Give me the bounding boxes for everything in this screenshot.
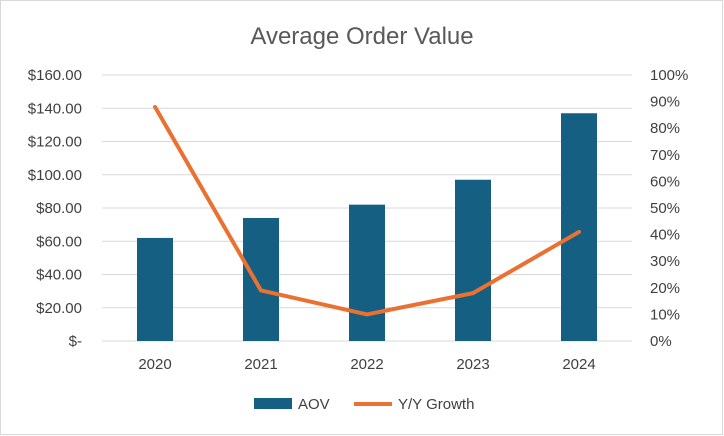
legend-label-growth: Y/Y Growth	[398, 396, 474, 413]
x-axis-ticks: 2020 2021 2022 2023 2024	[138, 356, 595, 373]
bar-aov	[561, 113, 597, 341]
bar-aov	[243, 217, 279, 341]
right-tick-label: 80%	[650, 120, 680, 137]
left-tick-label: $120.00	[28, 134, 82, 151]
gridlines	[102, 74, 632, 342]
x-tick-label: 2020	[138, 356, 171, 373]
right-tick-label: 20%	[650, 280, 680, 297]
right-tick-label: 60%	[650, 173, 680, 190]
growth-line	[153, 104, 581, 317]
right-tick-label: 50%	[650, 200, 680, 217]
right-tick-label: 0%	[650, 333, 672, 350]
left-tick-label: $140.00	[28, 100, 82, 117]
legend: AOV Y/Y Growth	[254, 396, 474, 413]
right-tick-label: 70%	[650, 147, 680, 164]
left-tick-label: $20.00	[36, 300, 82, 317]
right-tick-label: 30%	[650, 253, 680, 270]
chart-title: Average Order Value	[250, 23, 473, 50]
x-tick-label: 2022	[350, 356, 383, 373]
bar-aov	[349, 204, 385, 341]
left-tick-label: $40.00	[36, 267, 82, 284]
left-axis-ticks: $- $20.00 $40.00 $60.00 $80.00 $100.00 $120.00…	[28, 67, 82, 350]
right-axis-ticks: 0% 10% 20% 30% 40% 50% 60% 70% 80% 90% 100%	[650, 67, 688, 350]
left-tick-label: $100.00	[28, 167, 82, 184]
left-tick-label: $80.00	[36, 200, 82, 217]
bar-aov	[137, 237, 173, 341]
legend-label-aov: AOV	[298, 396, 330, 413]
x-tick-label: 2024	[562, 356, 595, 373]
left-tick-label: $-	[69, 333, 82, 350]
right-tick-label: 100%	[650, 67, 688, 84]
right-tick-label: 10%	[650, 306, 680, 323]
x-tick-label: 2021	[244, 356, 277, 373]
bar-aov	[455, 179, 491, 341]
aov-bars	[137, 113, 597, 341]
x-tick-label: 2023	[456, 356, 489, 373]
legend-swatch-aov	[254, 398, 292, 409]
left-tick-label: $60.00	[36, 233, 82, 250]
left-tick-label: $160.00	[28, 67, 82, 84]
right-tick-label: 90%	[650, 94, 680, 111]
right-tick-label: 40%	[650, 227, 680, 244]
